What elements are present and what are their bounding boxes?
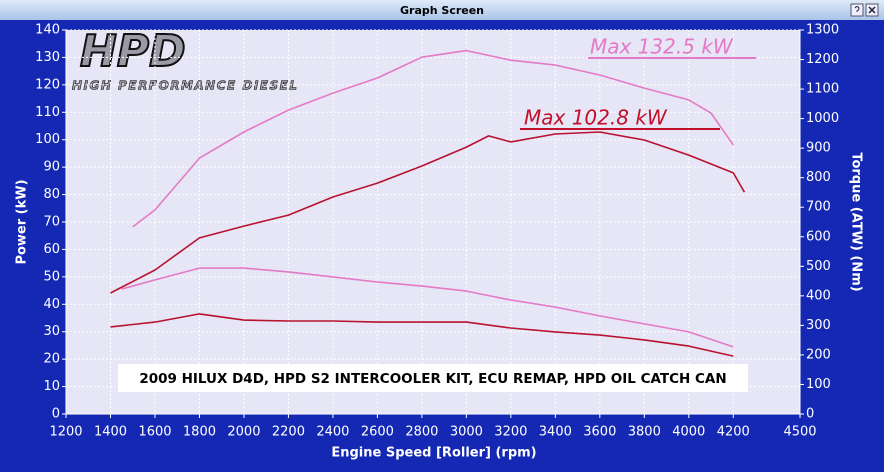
curve	[110, 131, 746, 294]
logo-mark: HPD	[80, 26, 186, 77]
y2-tick-label: 400	[806, 288, 831, 303]
x-tick-label: 3200	[494, 425, 527, 440]
y2-tick-label: 600	[806, 229, 831, 244]
grid	[62, 29, 804, 418]
x-tick-label: 1200	[49, 425, 82, 440]
y-tick-label: 10	[43, 379, 60, 394]
y-tick-label: 120	[35, 77, 60, 92]
x-axis-label: Engine Speed [Roller] (rpm)	[331, 446, 536, 461]
y2-tick-label: 300	[806, 318, 831, 333]
annotation: Max 102.8 kW	[524, 106, 668, 130]
title-bar	[0, 0, 884, 20]
y2-tick-label: 1000	[806, 111, 839, 126]
x-tick-label: 1400	[94, 425, 127, 440]
x-tick-label: 3600	[583, 425, 616, 440]
banner-text: 2009 HILUX D4D, HPD S2 INTERCOOLER KIT, …	[139, 371, 726, 387]
y-tick-label: 50	[43, 269, 60, 284]
y2-tick-label: 500	[806, 259, 831, 274]
x-tick-label: 3800	[628, 425, 661, 440]
annotation: Max 132.5 kW	[590, 35, 734, 59]
y-tick-label: 60	[43, 242, 60, 257]
logo-tagline: HIGH PERFORMANCE DIESEL	[72, 79, 299, 93]
y-tick-label: 110	[35, 105, 60, 120]
x-tick-label: 2800	[405, 425, 438, 440]
x-tick-label: 1800	[183, 425, 216, 440]
x-tick-label: 3000	[450, 425, 483, 440]
y-tick-label: 100	[35, 132, 60, 147]
y2-tick-label: 100	[806, 377, 831, 392]
y2-tick-label: 1200	[806, 52, 839, 67]
y-tick-label: 70	[43, 215, 60, 230]
y2-axis-label: Torque (ATW) (Nm)	[849, 152, 864, 291]
y2-tick-label: 800	[806, 170, 831, 185]
y2-tick-label: 900	[806, 141, 831, 156]
curves	[110, 49, 746, 357]
x-tick-label: 4500	[783, 425, 816, 440]
y-tick-label: 80	[43, 187, 60, 202]
y-tick-label: 20	[43, 352, 60, 367]
y-tick-label: 130	[35, 50, 60, 65]
y2-tick-label: 0	[806, 407, 814, 422]
x-tick-label: 2000	[227, 425, 260, 440]
y-tick-label: 0	[52, 407, 60, 422]
y2-tick-label: 1100	[806, 82, 839, 97]
y2-tick-label: 1300	[806, 23, 839, 38]
y-tick-label: 90	[43, 160, 60, 175]
window-title: Graph Screen	[400, 4, 484, 17]
x-tick-label: 2600	[361, 425, 394, 440]
y-tick-label: 40	[43, 297, 60, 312]
y2-tick-label: 700	[806, 200, 831, 215]
y-axis-label: Power (kW)	[15, 179, 30, 264]
plot-area	[66, 30, 800, 414]
x-tick-label: 3400	[539, 425, 572, 440]
x-tick-label: 2200	[272, 425, 305, 440]
curve	[132, 49, 734, 228]
help-icon	[854, 6, 860, 12]
y2-tick-label: 200	[806, 347, 831, 362]
x-tick-label: 1600	[138, 425, 171, 440]
y-tick-label: 30	[43, 324, 60, 339]
y-tick-label: 140	[35, 23, 60, 38]
help-button[interactable]	[850, 3, 864, 17]
x-tick-label: 4200	[717, 425, 750, 440]
curve	[110, 313, 734, 357]
curve	[121, 267, 734, 348]
close-icon	[868, 6, 876, 14]
x-tick-label: 2400	[316, 425, 349, 440]
banner-box	[118, 364, 748, 392]
x-tick-label: 4000	[672, 425, 705, 440]
